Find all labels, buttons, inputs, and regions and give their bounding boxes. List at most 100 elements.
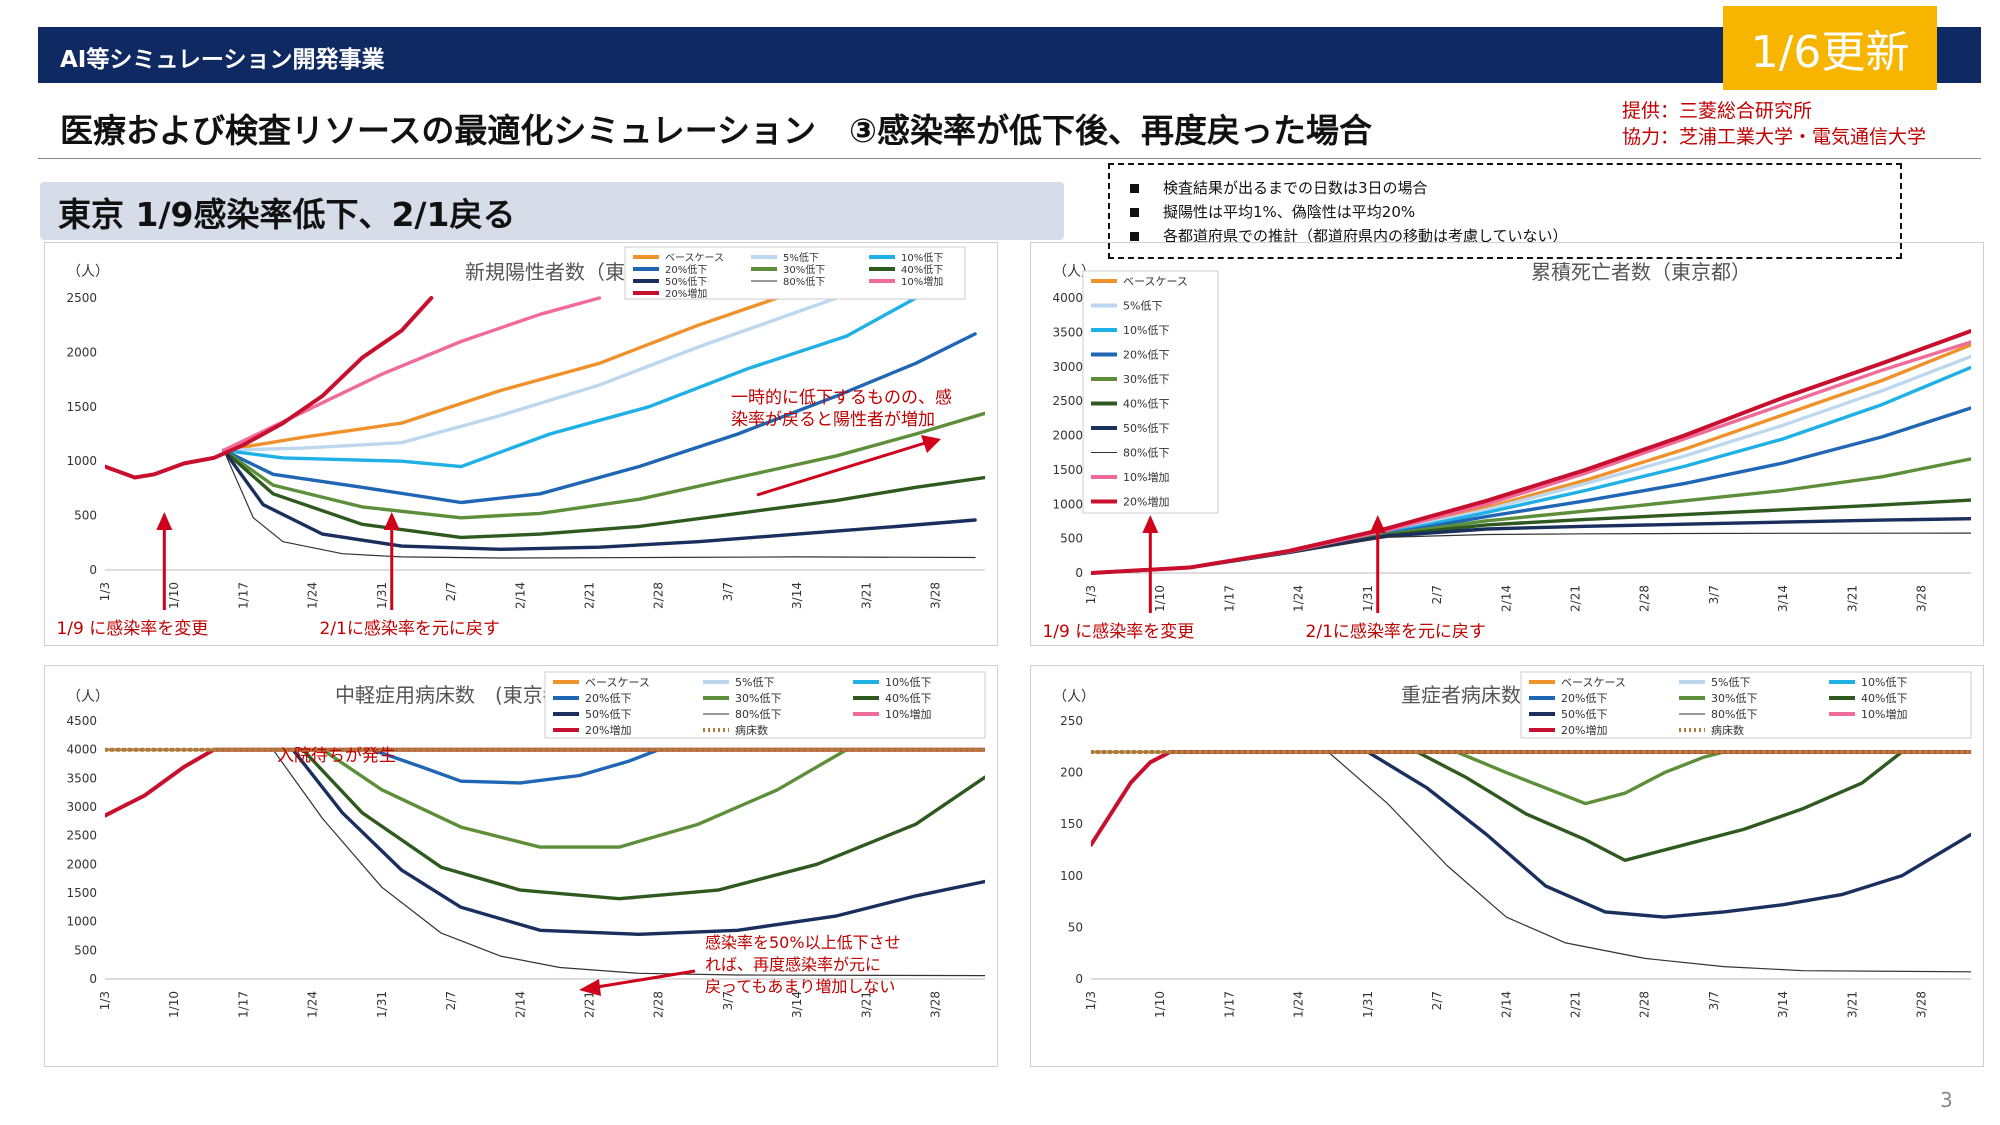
legend-label: 40%低下 [901, 263, 943, 276]
annotation-label: 2/1に感染率を元に戻す [1306, 622, 1486, 642]
x-tick-label: 2/7 [1430, 991, 1444, 1010]
chart-mild-beds: （人） 中軽症用病床数 (東京都) 0 500 1000 1500 2000 2500 3000… [44, 665, 998, 1067]
x-tick-label: 2/21 [582, 991, 596, 1018]
y-axis-unit: （人） [67, 689, 109, 705]
legend-label: 50%低下 [665, 275, 707, 288]
series-line-40%低下 [301, 747, 985, 901]
y-tick-label: 1000 [1052, 497, 1083, 511]
series-line-5%低下 [1091, 354, 1971, 575]
series-line-80%低下 [272, 749, 985, 977]
legend-label: 20%低下 [665, 263, 707, 276]
x-tick-label: 2/7 [444, 991, 458, 1010]
series-line-10%低下 [221, 296, 918, 469]
series-line-40%低下 [1415, 750, 1904, 863]
x-tick-label: 1/17 [236, 582, 250, 609]
x-tick-label: 2/7 [1430, 585, 1444, 604]
series-line-20%低下 [370, 747, 661, 785]
y-tick-label: 4000 [1052, 291, 1083, 305]
condition-item: 各都道府県での推計（都道府県内の移動は考慮していない） [1130, 225, 1568, 246]
top-bar [38, 27, 1981, 83]
legend-label: 30%低下 [735, 692, 781, 705]
y-tick-label: 100 [1060, 869, 1083, 883]
y-tick-label: 2000 [1052, 429, 1083, 443]
x-tick-label: 1/24 [306, 582, 320, 609]
y-tick-label: 1500 [66, 400, 97, 414]
credit-provider: 提供：三菱総合研究所 [1622, 100, 1813, 122]
legend-label: ベースケース [665, 252, 724, 264]
y-tick-label: 2500 [1052, 394, 1083, 408]
x-tick-label: 1/10 [167, 991, 181, 1018]
x-tick-label: 2/28 [1638, 585, 1652, 612]
series-line-30%低下 [221, 411, 985, 520]
y-tick-label: 1000 [66, 915, 97, 929]
update-badge: 1/6更新 [1723, 6, 1937, 90]
x-tick-label: 1/3 [1084, 585, 1098, 604]
x-tick-label: 1/31 [1361, 585, 1375, 612]
series-line-30%低下 [1455, 750, 1726, 806]
annotation-arrowhead [383, 512, 400, 530]
legend-box [624, 246, 966, 300]
legend-label: 30%低下 [1711, 692, 1757, 705]
y-tick-label: 1000 [66, 454, 97, 468]
legend-label: 20%低下 [585, 692, 631, 705]
y-tick-label: 4500 [66, 714, 97, 728]
legend-label: 50%低下 [1123, 422, 1169, 435]
x-tick-label: 3/7 [1707, 991, 1721, 1010]
x-tick-label: 3/14 [790, 991, 804, 1018]
series-group [1091, 329, 1971, 575]
x-tick-label: 1/31 [375, 582, 389, 609]
series-line-50%低下 [1366, 750, 1971, 919]
x-tick-label: 3/28 [929, 991, 943, 1018]
x-tick-label: 1/31 [1361, 991, 1375, 1018]
legend-label: 80%低下 [735, 708, 781, 721]
x-tick-label: 2/21 [1568, 991, 1582, 1018]
x-tick-label: 3/7 [721, 582, 735, 601]
x-tick-label: 3/7 [721, 991, 735, 1010]
x-tick-label: 2/14 [1499, 991, 1513, 1018]
legend-label: ベースケース [1561, 676, 1626, 689]
legend-label: 30%低下 [1123, 373, 1169, 386]
x-tick-label: 1/24 [1292, 585, 1306, 612]
x-tick-label: 3/28 [1915, 991, 1929, 1018]
x-tick-label: 2/7 [444, 582, 458, 601]
annotation-arrowhead [156, 512, 173, 530]
series-group [105, 747, 985, 977]
series-line-ベースケース [221, 296, 780, 453]
legend-label: 10%低下 [1123, 324, 1169, 337]
x-tick-label: 2/28 [652, 991, 666, 1018]
legend-label: 40%低下 [1123, 398, 1169, 411]
legend-label: 5%低下 [1711, 676, 1750, 689]
y-axis-unit: （人） [1053, 689, 1095, 705]
legend-label: 病床数 [735, 723, 768, 737]
y-tick-label: 0 [1075, 972, 1083, 986]
series-line-20%増加 [1091, 750, 1971, 847]
legend-label: 20%増加 [585, 724, 631, 737]
y-tick-label: 150 [1060, 817, 1083, 831]
y-tick-label: 1500 [66, 886, 97, 900]
annotation-arrowhead [1369, 515, 1386, 533]
series-line-80%低下 [223, 449, 976, 559]
legend-label: 20%低下 [1561, 692, 1607, 705]
trend-arrowhead [921, 435, 941, 453]
series-line-20%増加 [1091, 329, 1971, 575]
legend-label: 10%低下 [901, 251, 943, 264]
y-tick-label: 250 [1060, 714, 1083, 728]
series-line-10%低下 [1091, 365, 1971, 575]
series-line-80%低下 [1091, 532, 1971, 574]
legend-label: 80%低下 [1123, 447, 1169, 460]
chart-title: 中軽症用病床数 (東京都) [335, 683, 571, 707]
subtitle-banner [40, 182, 1064, 240]
condition-item: 擬陽性は平均1%、偽陰性は平均20% [1130, 201, 1415, 222]
note-arrow [596, 969, 696, 989]
x-tick-label: 1/3 [98, 991, 112, 1010]
x-tick-label: 3/28 [929, 582, 943, 609]
legend-label: 5%低下 [1123, 300, 1162, 313]
bullet-square-icon [1130, 208, 1139, 217]
series-line-30%低下 [320, 747, 849, 849]
x-tick-label: 3/21 [859, 991, 873, 1018]
title-divider [38, 158, 1981, 159]
x-tick-label: 1/17 [1222, 991, 1236, 1018]
y-tick-label: 0 [89, 563, 97, 577]
x-tick-label: 2/14 [513, 991, 527, 1018]
